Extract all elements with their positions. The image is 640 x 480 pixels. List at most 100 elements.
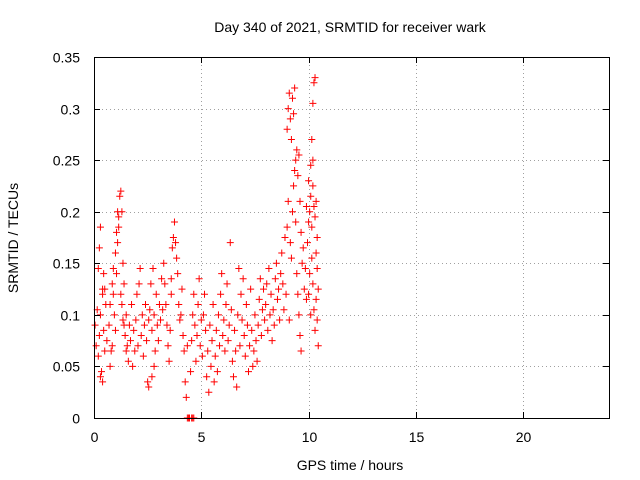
data-point xyxy=(157,316,165,324)
data-point xyxy=(223,280,231,288)
data-point xyxy=(222,301,230,309)
data-point xyxy=(241,352,249,360)
data-point xyxy=(258,306,266,314)
data-point xyxy=(94,352,102,360)
data-point xyxy=(270,321,278,329)
data-point xyxy=(242,301,250,309)
data-point xyxy=(301,264,309,272)
data-point xyxy=(206,321,214,329)
data-point xyxy=(96,311,104,319)
data-point xyxy=(115,213,123,221)
data-point xyxy=(250,347,258,355)
data-point xyxy=(106,301,114,309)
data-point xyxy=(100,326,108,334)
data-point xyxy=(159,306,167,314)
data-point xyxy=(125,321,133,329)
x-tick-label: 0 xyxy=(91,429,99,445)
data-point xyxy=(254,321,262,329)
y-axis-label: SRMTID / TECUs xyxy=(5,183,21,293)
data-point xyxy=(122,311,130,319)
data-point xyxy=(137,331,145,339)
data-point xyxy=(175,301,183,309)
data-point xyxy=(256,275,264,283)
x-tick-label: 10 xyxy=(302,429,318,445)
data-point xyxy=(168,244,176,252)
data-point xyxy=(249,362,257,370)
data-point xyxy=(195,275,203,283)
data-point xyxy=(167,275,175,283)
data-point xyxy=(297,228,305,236)
y-tick-label: 0.05 xyxy=(53,359,80,375)
data-point xyxy=(119,259,127,267)
data-point xyxy=(150,311,158,319)
data-point xyxy=(180,347,188,355)
data-point xyxy=(220,316,228,324)
data-point xyxy=(264,326,272,334)
data-point xyxy=(299,244,307,252)
data-point xyxy=(144,378,152,386)
data-point xyxy=(269,306,277,314)
data-point xyxy=(236,342,244,350)
data-point xyxy=(179,331,187,339)
data-point xyxy=(178,285,186,293)
data-point xyxy=(252,337,260,345)
data-point xyxy=(161,280,169,288)
data-point xyxy=(292,218,300,226)
data-point xyxy=(118,208,126,216)
data-point xyxy=(308,223,316,231)
data-point xyxy=(120,280,128,288)
data-point xyxy=(293,146,301,154)
data-point xyxy=(276,316,284,324)
data-point xyxy=(282,290,290,298)
data-point xyxy=(196,342,204,350)
data-point xyxy=(193,331,201,339)
data-point xyxy=(188,337,196,345)
y-tick-label: 0.1 xyxy=(61,308,81,324)
data-point xyxy=(212,326,220,334)
data-point xyxy=(225,321,233,329)
data-point xyxy=(122,347,130,355)
data-point xyxy=(213,368,221,376)
data-point xyxy=(165,357,173,365)
data-point xyxy=(148,326,156,334)
data-point xyxy=(292,156,300,164)
data-point xyxy=(98,368,106,376)
data-point xyxy=(302,203,310,211)
data-point xyxy=(243,321,251,329)
data-point xyxy=(248,326,256,334)
data-point xyxy=(293,270,301,278)
data-point xyxy=(307,161,315,169)
data-point xyxy=(154,337,162,345)
data-point xyxy=(100,270,108,278)
data-point xyxy=(294,172,302,180)
data-point xyxy=(194,301,202,309)
data-point xyxy=(239,275,247,283)
data-point xyxy=(111,326,119,334)
data-point xyxy=(147,280,155,288)
data-point xyxy=(106,362,114,370)
data-point xyxy=(311,213,319,221)
data-point xyxy=(211,352,219,360)
data-point xyxy=(246,342,254,350)
plot-frame xyxy=(94,57,610,419)
data-point xyxy=(116,192,124,200)
x-axis-label: GPS time / hours xyxy=(297,457,404,473)
data-point xyxy=(123,342,131,350)
data-point xyxy=(174,270,182,278)
data-point xyxy=(133,290,141,298)
data-point xyxy=(117,290,125,298)
data-point xyxy=(110,311,118,319)
data-point xyxy=(204,347,212,355)
data-point xyxy=(139,352,147,360)
data-point xyxy=(271,275,279,283)
data-point xyxy=(311,326,319,334)
data-point xyxy=(203,373,211,381)
data-point xyxy=(95,244,103,252)
data-point xyxy=(314,342,322,350)
grid xyxy=(94,57,609,418)
data-point xyxy=(150,362,158,370)
data-point xyxy=(286,239,294,247)
data-point xyxy=(109,264,117,272)
data-point xyxy=(240,331,248,339)
